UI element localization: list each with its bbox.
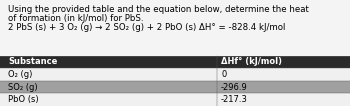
Bar <box>0 68 350 81</box>
Text: -217.3: -217.3 <box>221 95 248 104</box>
Text: of formation (in kJ/mol) for PbS.: of formation (in kJ/mol) for PbS. <box>8 14 144 23</box>
Text: -296.9: -296.9 <box>221 82 248 91</box>
Text: 0: 0 <box>221 70 226 79</box>
Text: PbO (s): PbO (s) <box>8 95 38 104</box>
Text: O₂ (g): O₂ (g) <box>8 70 32 79</box>
Text: Using the provided table and the equation below, determine the heat: Using the provided table and the equatio… <box>8 5 309 14</box>
Text: Substance: Substance <box>8 57 57 66</box>
Bar <box>0 81 350 93</box>
Bar <box>0 56 350 68</box>
Bar <box>0 93 350 106</box>
Text: SO₂ (g): SO₂ (g) <box>8 82 38 91</box>
Text: 2 PbS (s) + 3 O₂ (g) → 2 SO₂ (g) + 2 PbO (s) ΔH° = -828.4 kJ/mol: 2 PbS (s) + 3 O₂ (g) → 2 SO₂ (g) + 2 PbO… <box>8 23 285 32</box>
Text: ΔHf° (kJ/mol): ΔHf° (kJ/mol) <box>221 57 282 66</box>
